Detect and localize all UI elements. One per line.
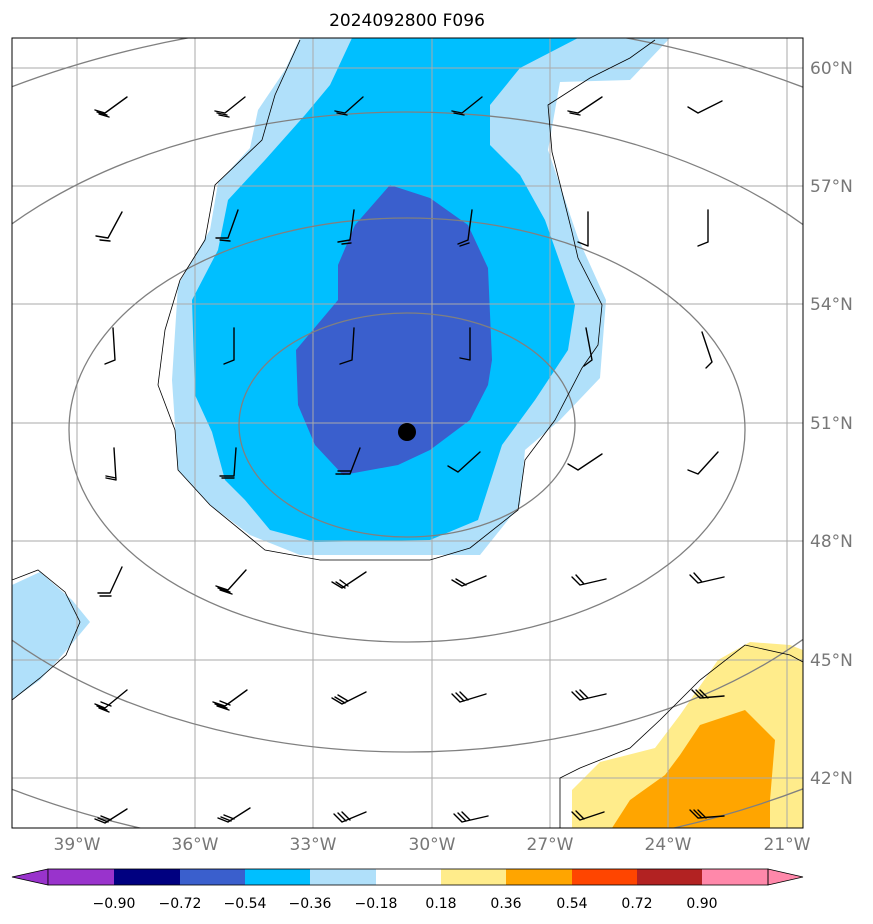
- shaded-field-dark-blue: [296, 185, 492, 475]
- colorbar-under-arrow: [11, 868, 49, 886]
- lon-label: 39°W: [54, 835, 101, 855]
- lon-label: 27°W: [527, 835, 574, 855]
- colorbar-bin: [572, 869, 637, 885]
- colorbar-bin: [48, 869, 114, 885]
- lon-label: 36°W: [172, 835, 219, 855]
- wind-barbs: [94, 96, 725, 824]
- colorbar-bin: [441, 869, 506, 885]
- colorbar-label: −0.90: [93, 896, 136, 912]
- colorbar-bin: [702, 869, 768, 885]
- lat-label: 54°N: [810, 295, 853, 315]
- lat-label: 48°N: [810, 532, 853, 552]
- lat-label: 60°N: [810, 59, 853, 79]
- colorbar-label: −0.36: [289, 896, 332, 912]
- lon-label: 30°W: [409, 835, 456, 855]
- lon-labels: 39°W 36°W 33°W 30°W 27°W 24°W 21°W: [54, 835, 811, 855]
- colorbar-label: 0.18: [425, 896, 456, 912]
- lat-label: 57°N: [810, 177, 853, 197]
- figure-title: 2024092800 F096: [329, 11, 485, 31]
- lat-label: 42°N: [810, 769, 853, 789]
- colorbar-frame: [47, 868, 769, 886]
- colorbar-label: 0.90: [686, 896, 717, 912]
- lat-label: 51°N: [810, 414, 853, 434]
- lon-label: 24°W: [645, 835, 692, 855]
- colorbar-bin: [506, 869, 572, 885]
- lon-label: 33°W: [290, 835, 337, 855]
- graticule: [12, 38, 803, 828]
- shaded-field-orange: [612, 710, 775, 828]
- colorbar-label: −0.54: [224, 896, 267, 912]
- colorbar-label: −0.18: [355, 896, 398, 912]
- colorbar-over-arrow: [767, 868, 804, 886]
- colorbar-bin: [310, 869, 376, 885]
- map-frame: [11, 37, 804, 829]
- lon-label: 21°W: [764, 835, 811, 855]
- lat-label: 45°N: [810, 651, 853, 671]
- colorbar-label: 0.36: [490, 896, 521, 912]
- colorbar-bin: [376, 869, 441, 885]
- colorbar-label: 0.54: [556, 896, 587, 912]
- colorbar: −0.90 −0.72 −0.54 −0.36 −0.18 0.18 0.36 …: [11, 868, 804, 912]
- colorbar-label: −0.72: [159, 896, 202, 912]
- center-marker-dot: [398, 423, 416, 441]
- colorbar-bin: [637, 869, 702, 885]
- field-outlines: [12, 39, 803, 828]
- colorbar-bin: [245, 869, 310, 885]
- colorbar-label: 0.72: [621, 896, 652, 912]
- colorbar-bin: [180, 869, 245, 885]
- colorbar-bin: [114, 869, 180, 885]
- lat-labels: 60°N 57°N 54°N 51°N 48°N 45°N 42°N: [810, 59, 853, 789]
